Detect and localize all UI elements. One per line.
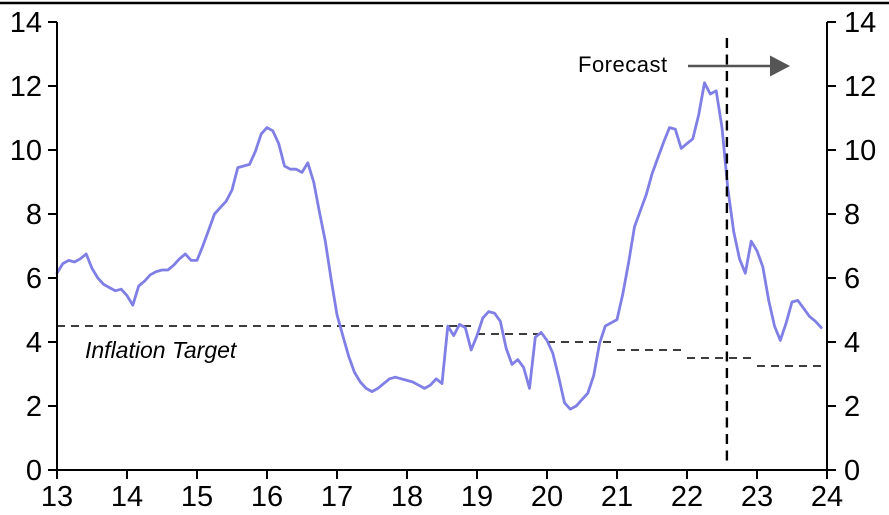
x-tick-label: 20 [531,481,563,513]
x-tick-label: 21 [601,481,633,513]
x-tick-label: 15 [181,481,213,513]
x-tick-label: 23 [741,481,773,513]
y-tick-label-right: 4 [844,327,860,359]
y-tick-label-right: 2 [844,391,860,423]
x-tick-label: 22 [671,481,703,513]
x-tick-label: 19 [461,481,493,513]
y-tick-label-right: 12 [844,71,876,103]
y-tick-label-left: 10 [10,135,42,167]
y-tick-label-right: 8 [844,199,860,231]
y-tick-label-right: 0 [844,455,860,487]
x-tick-label: 17 [321,481,353,513]
y-tick-label-right: 14 [844,7,876,39]
y-tick-label-left: 8 [26,199,42,231]
inflation-series-line [55,81,823,411]
y-tick-label-left: 4 [26,327,42,359]
y-tick-label-left: 14 [10,7,42,39]
inflation-target-annotation: Inflation Target [85,337,237,363]
y-tick-label-left: 0 [26,455,42,487]
x-tick-label: 13 [41,481,73,513]
y-tick-label-left: 2 [26,391,42,423]
y-tick-label-right: 10 [844,135,876,167]
y-tick-label-left: 12 [10,71,42,103]
forecast-arrow-head [770,55,790,77]
y-tick-label-left: 6 [26,263,42,295]
x-tick-label: 16 [251,481,283,513]
x-tick-label: 18 [391,481,423,513]
x-tick-label: 24 [811,481,843,513]
y-tick-label-right: 6 [844,263,860,295]
forecast-annotation: Forecast [578,52,668,77]
x-tick-label: 14 [111,481,143,513]
